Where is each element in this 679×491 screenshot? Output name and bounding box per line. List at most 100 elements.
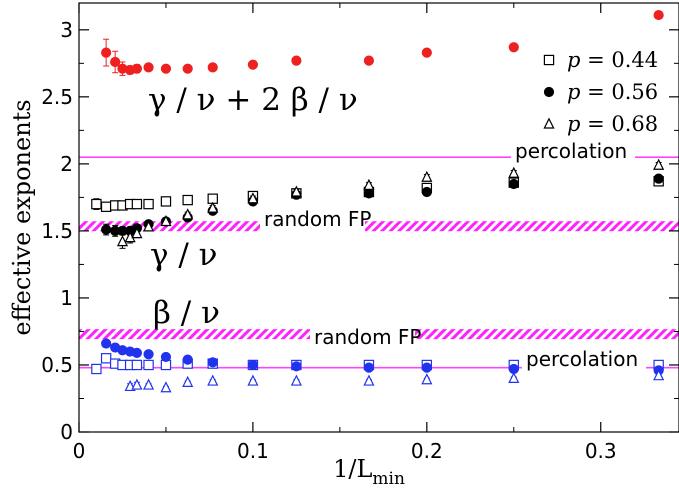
data-point [101, 338, 112, 349]
data-point [247, 59, 259, 70]
data-point [508, 371, 520, 383]
y-axis-title: effective exponents [8, 99, 36, 335]
data-point [508, 166, 520, 178]
data-point [182, 63, 193, 74]
data-point [207, 357, 218, 368]
legend: p = 0.44p = 0.56p = 0.68 [543, 48, 658, 136]
data-series [91, 176, 664, 212]
data-series [101, 338, 664, 376]
x-tick-label: 0.3 [585, 439, 617, 463]
data-point [131, 198, 143, 210]
reference-label: random FP [314, 325, 422, 349]
data-point [182, 208, 194, 220]
data-point [160, 214, 172, 227]
legend-label-var: p [567, 80, 580, 104]
data-point [182, 354, 193, 365]
data-point [247, 374, 259, 386]
data-point [116, 235, 129, 247]
exponent-label: γ / ν [150, 237, 218, 273]
y-tick-label: 1.5 [41, 219, 73, 243]
exponent-label: β / ν [153, 295, 220, 331]
y-tick-label: 2 [60, 152, 73, 176]
legend-label-value: = 0.56 [580, 80, 658, 104]
reference-label-background [310, 326, 415, 350]
data-series [124, 369, 665, 393]
x-tick-label: 0 [73, 439, 86, 463]
data-point [143, 359, 154, 371]
y-tick-label: 0.5 [41, 353, 73, 377]
data-point [100, 201, 112, 212]
reference-label: percolation [515, 139, 627, 163]
exponent-label: γ / ν + 2 β / ν [148, 82, 358, 118]
data-point [653, 9, 664, 21]
data-series [101, 9, 664, 76]
reference-label-background [511, 140, 635, 164]
legend-entry: p = 0.68 [543, 112, 658, 136]
data-point [421, 373, 433, 385]
data-point [131, 359, 143, 371]
data-point [182, 375, 194, 387]
data-series [116, 158, 665, 249]
data-point [207, 62, 218, 73]
data-point [653, 369, 665, 381]
legend-label-value: = 0.44 [580, 48, 658, 72]
data-point [247, 359, 259, 371]
data-point [101, 47, 112, 58]
data-point [291, 361, 302, 372]
legend-label: p = 0.44 [567, 48, 658, 72]
legend-marker [543, 117, 555, 129]
axes-layer: 0 0.5 1 1.5 2 2.5 3 0 0.1 0.2 0.3 effective exponen… [8, 2, 679, 489]
x-tick-label: 0.1 [237, 439, 269, 463]
y-tick-label: 0 [60, 420, 73, 444]
legend-label-var: p [567, 48, 580, 72]
data-point [160, 196, 172, 207]
legend-label-value: = 0.68 [580, 112, 658, 136]
random-fp-band [79, 221, 679, 232]
data-point [142, 378, 155, 390]
data-point [508, 178, 519, 190]
y-tick-label: 3 [60, 18, 73, 42]
data-point [207, 201, 219, 213]
data-point [131, 347, 143, 359]
legend-entry: p = 0.44 [543, 48, 658, 72]
data-point [182, 194, 193, 206]
reference-label: random FP [264, 207, 372, 231]
data-point [421, 186, 432, 198]
data-point [291, 55, 302, 66]
data-point [247, 192, 259, 204]
x-axis-title: 1/Lmin [333, 455, 405, 489]
legend-marker [543, 86, 555, 98]
data-point [160, 381, 172, 393]
data-point [653, 173, 664, 184]
data-point [290, 374, 302, 386]
legend-entry: p = 0.56 [543, 80, 658, 104]
reference-label: percolation [526, 347, 638, 371]
data-point [290, 185, 302, 197]
data-point [207, 374, 219, 386]
data-point [110, 56, 121, 68]
data-point [101, 224, 112, 235]
data-point [131, 378, 143, 390]
series-layer [91, 9, 665, 393]
y-tick-label: 1 [60, 286, 73, 310]
data-point [160, 63, 172, 74]
data-point [363, 374, 375, 386]
data-point [363, 178, 375, 190]
data-point [160, 351, 172, 363]
reference-label-background [260, 208, 365, 232]
legend-label-var: p [567, 112, 580, 136]
legend-marker [543, 54, 555, 66]
data-point [421, 362, 432, 373]
data-point [143, 62, 154, 73]
data-point [508, 42, 519, 53]
plot-frame [78, 2, 679, 433]
data-point [143, 198, 154, 210]
data-point [131, 227, 143, 239]
legend-label: p = 0.68 [567, 112, 658, 136]
data-point [653, 158, 665, 170]
data-point [131, 63, 143, 74]
data-point [100, 353, 112, 364]
data-point [91, 363, 102, 375]
x-tick-label: 0.2 [411, 439, 443, 463]
